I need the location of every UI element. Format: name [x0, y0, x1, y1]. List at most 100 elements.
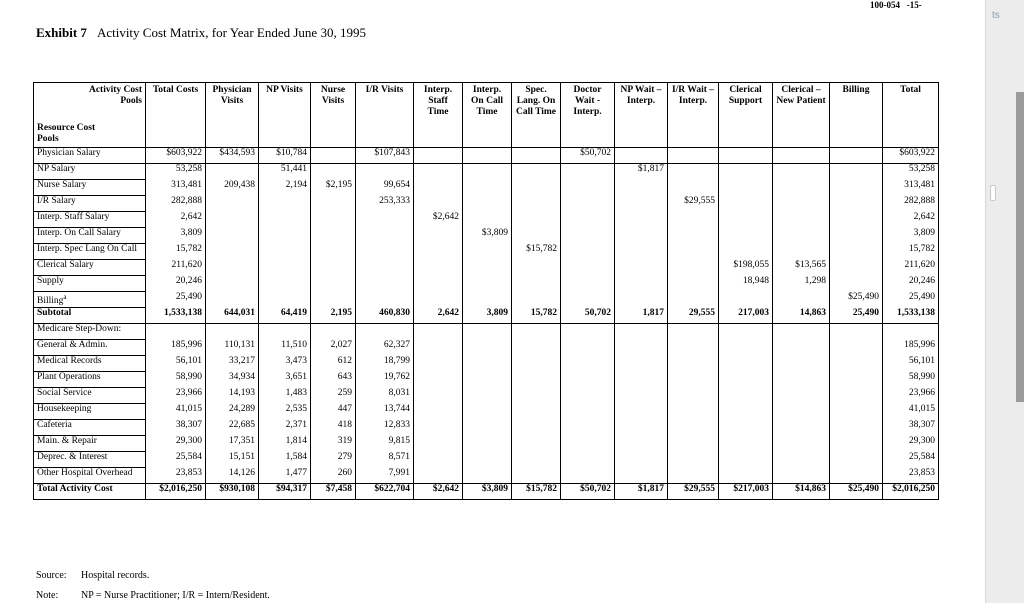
cell-value: 313,481: [171, 179, 202, 190]
cell: 29,300: [145, 435, 206, 452]
cell: [310, 195, 356, 212]
cell: 38,307: [882, 419, 939, 436]
cell-value: 58,990: [908, 371, 935, 382]
cell-value: 53,258: [175, 164, 202, 175]
cell-value: 319: [337, 435, 352, 446]
table-row: Interp. Staff Salary 2,642 $2,642 2,642: [33, 211, 939, 228]
cell-value: $15,782: [526, 243, 557, 254]
cell-value: 41,015: [175, 403, 202, 414]
cell: 2,195: [310, 307, 356, 324]
cell: [205, 259, 259, 276]
cell-value: 56,101: [908, 355, 935, 366]
cell-value: 11,510: [281, 339, 307, 350]
cell: $13,565: [772, 259, 830, 276]
cell-value: 253,333: [379, 195, 410, 206]
cell: [462, 435, 512, 452]
row-label: Main. & Repair: [33, 435, 146, 453]
cell: [718, 371, 773, 388]
cell: [667, 291, 719, 308]
cell: [560, 275, 615, 292]
cell: 211,620: [882, 259, 939, 276]
row-label: Social Service: [33, 387, 146, 405]
cell: [511, 291, 561, 308]
cell-value: 8,571: [388, 451, 410, 462]
cell: [205, 227, 259, 244]
cell-value: 41,015: [908, 403, 935, 414]
table-row: Interp. On Call Salary 3,809 $3,809 3,809: [33, 227, 939, 244]
cell: 34,934: [205, 371, 259, 388]
cell-value: 24,289: [228, 403, 255, 414]
cell: [413, 323, 463, 340]
row-label-text: Total Activity Cost: [37, 484, 113, 495]
cell: [258, 243, 311, 260]
cell-value: 23,853: [908, 467, 935, 478]
cell: 56,101: [145, 355, 206, 372]
cell-value: $2,195: [325, 179, 352, 190]
cell: $1,817: [614, 163, 668, 180]
cell: [829, 147, 883, 164]
cell: 14,193: [205, 387, 259, 404]
cell: [511, 371, 561, 388]
cell: $603,922: [882, 147, 939, 164]
cell-value: 25,490: [852, 307, 879, 318]
cell: [205, 243, 259, 260]
cell: 612: [310, 355, 356, 372]
column-header: Nurse Visits: [310, 82, 356, 148]
cell: [667, 419, 719, 436]
cell: [614, 147, 668, 164]
side-label: ts: [992, 10, 1000, 21]
cell: [355, 227, 414, 244]
table-row: Supply 20,246 18,948 1,298 20,246: [33, 275, 939, 292]
cell: $25,490: [829, 291, 883, 308]
cell-value: 185,996: [171, 339, 202, 350]
cell: [829, 467, 883, 484]
cell: [718, 419, 773, 436]
cell: [511, 147, 561, 164]
cell: 1,584: [258, 451, 311, 468]
corner-top: Activity Cost Pools: [88, 85, 142, 106]
cell: [829, 323, 883, 340]
row-label-text: Cafeteria: [37, 420, 72, 431]
cell: [718, 179, 773, 196]
cell-value: 418: [337, 419, 352, 430]
cell-value: $1,817: [637, 164, 664, 175]
note: Source: Hospital records.: [36, 566, 270, 586]
cell: 50,702: [560, 307, 615, 324]
scroll-handle[interactable]: [990, 185, 996, 201]
exhibit: Exhibit 7: [36, 25, 87, 40]
cell: [772, 227, 830, 244]
cell: 53,258: [882, 163, 939, 180]
cell: [772, 339, 830, 356]
cell: $29,555: [667, 195, 719, 212]
footnote-mark: a: [63, 293, 67, 301]
cell: [560, 339, 615, 356]
cell: [829, 355, 883, 372]
cell-value: 58,990: [175, 371, 202, 382]
cell: [560, 211, 615, 228]
cell: [829, 403, 883, 420]
cell: [511, 227, 561, 244]
cell: 25,584: [145, 451, 206, 468]
column-header: Billing: [829, 82, 883, 148]
cell: 13,744: [355, 403, 414, 420]
cell: [511, 355, 561, 372]
cell-value: 20,246: [908, 275, 935, 286]
column-header: Doctor Wait - Interp.: [560, 82, 615, 148]
cell: [772, 355, 830, 372]
cell-value: 34,934: [228, 371, 255, 382]
cell-value: 209,438: [224, 179, 255, 190]
cell: 460,830: [355, 307, 414, 324]
cell: [355, 163, 414, 180]
cell: [413, 227, 463, 244]
cell: [413, 179, 463, 196]
cell-value: 1,817: [642, 307, 664, 318]
cell: [718, 451, 773, 468]
cell: [511, 435, 561, 452]
cell: 15,151: [205, 451, 259, 468]
cell-value: 53,258: [908, 164, 935, 175]
table-row: Other Hospital Overhead 23,853 14,126 1,477…: [33, 467, 939, 485]
column-header: NP Wait – Interp.: [614, 82, 668, 148]
cell-value: $198,055: [733, 259, 769, 270]
cell: [829, 451, 883, 468]
cell: [511, 195, 561, 212]
